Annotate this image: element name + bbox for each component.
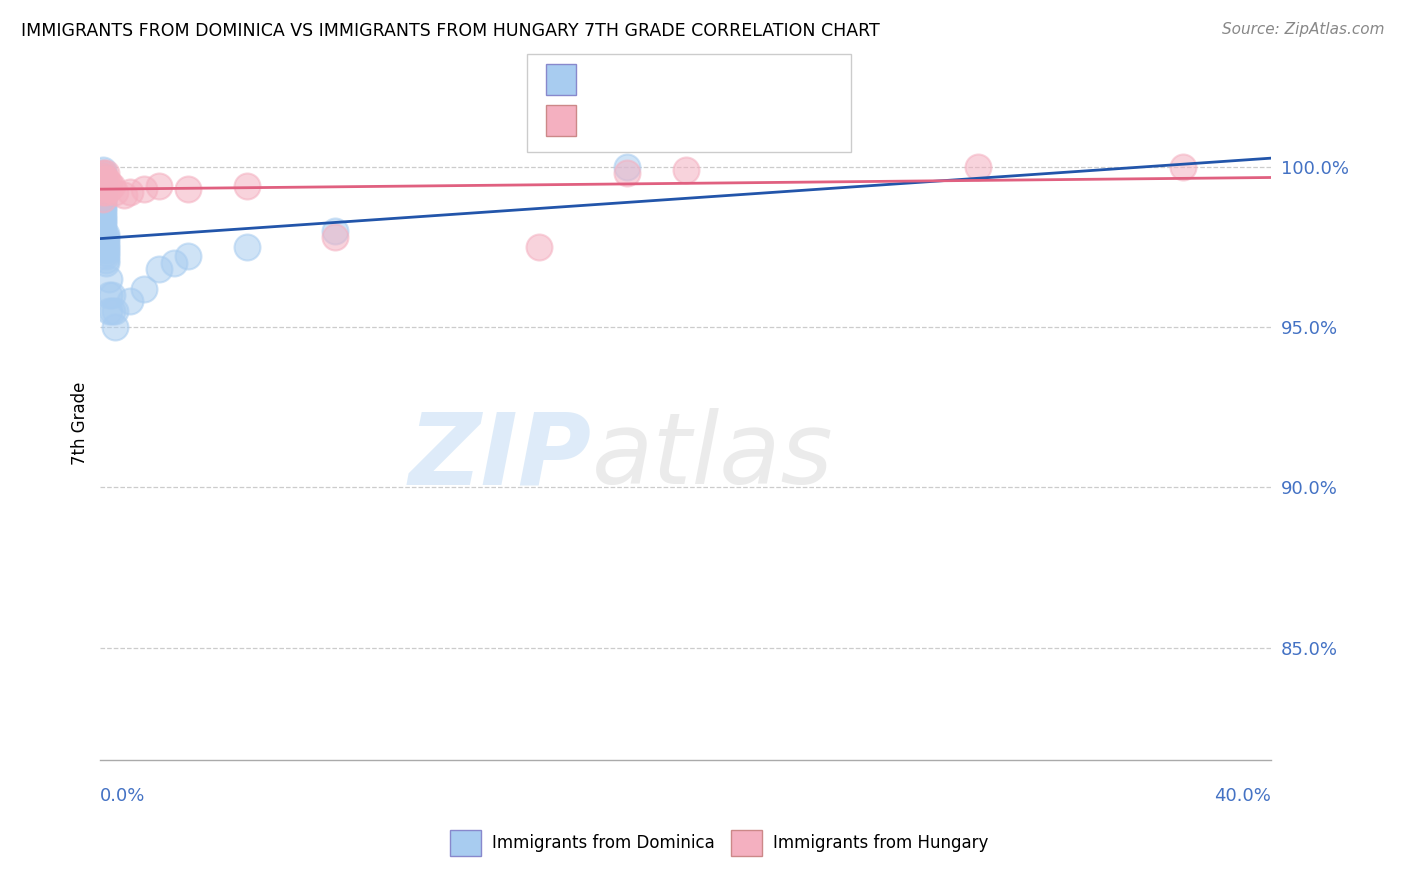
Point (134, 281, 156, 295)
Point (91, 211, 114, 225)
Point (98, 304, 121, 318)
Point (91, 176, 114, 190)
Point (529, 240, 551, 254)
Point (98, 182, 121, 196)
Point (91, 166, 114, 180)
Point (616, 166, 638, 180)
Point (96, 256, 118, 270)
Point (235, 178, 257, 193)
Point (177, 182, 200, 196)
Point (91, 217, 114, 231)
Point (91, 176, 114, 190)
Point (91, 169, 114, 184)
Point (323, 230, 346, 244)
Point (91, 208, 114, 222)
Point (91, 214, 114, 228)
Point (967, 160, 990, 174)
Point (101, 304, 124, 318)
Text: IMMIGRANTS FROM DOMINICA VS IMMIGRANTS FROM HUNGARY 7TH GRADE CORRELATION CHART: IMMIGRANTS FROM DOMINICA VS IMMIGRANTS F… (21, 22, 880, 40)
Point (177, 249, 200, 263)
Point (91, 188, 114, 202)
Point (96, 252, 118, 267)
Point (91, 220, 114, 235)
Point (91, 182, 114, 196)
Point (118, 294, 141, 309)
Point (1173, 160, 1195, 174)
Point (91, 162, 114, 177)
Point (118, 186, 141, 200)
Point (112, 188, 135, 202)
Text: R = 0.435   N = 45: R = 0.435 N = 45 (588, 70, 772, 89)
Point (675, 162, 697, 177)
Point (91, 224, 114, 238)
Text: Immigrants from Hungary: Immigrants from Hungary (773, 834, 988, 852)
Point (96, 186, 118, 200)
Text: 0.0%: 0.0% (100, 787, 146, 805)
Point (148, 262, 170, 277)
Point (91, 192, 114, 206)
Text: atlas: atlas (592, 409, 834, 506)
Text: R = 0.287   N = 28: R = 0.287 N = 28 (588, 112, 772, 130)
Point (323, 224, 346, 238)
Point (91, 192, 114, 206)
Text: Immigrants from Dominica: Immigrants from Dominica (492, 834, 714, 852)
Point (96, 166, 118, 180)
Point (96, 236, 118, 251)
Point (98, 176, 121, 190)
Point (91, 198, 114, 212)
Text: ZIP: ZIP (409, 409, 592, 506)
Point (91, 172, 114, 186)
Point (91, 186, 114, 200)
Point (91, 169, 114, 184)
Point (98, 288, 121, 302)
Point (96, 178, 118, 193)
Point (101, 288, 124, 302)
Point (91, 186, 114, 200)
Point (616, 160, 638, 174)
Point (91, 172, 114, 186)
Point (104, 186, 127, 200)
Point (91, 178, 114, 193)
Point (96, 227, 118, 241)
Point (91, 178, 114, 193)
Point (162, 256, 184, 270)
Text: 40.0%: 40.0% (1215, 787, 1271, 805)
Point (96, 240, 118, 254)
Point (96, 249, 118, 263)
Point (91, 194, 114, 209)
Point (96, 246, 118, 260)
Point (104, 304, 127, 318)
Point (96, 233, 118, 247)
Point (148, 178, 170, 193)
Point (235, 240, 257, 254)
Point (98, 272, 121, 286)
Text: Source: ZipAtlas.com: Source: ZipAtlas.com (1222, 22, 1385, 37)
Point (101, 178, 124, 193)
Point (91, 204, 114, 219)
Point (134, 182, 156, 196)
Point (96, 230, 118, 244)
Point (91, 182, 114, 196)
Point (96, 243, 118, 257)
Point (91, 166, 114, 180)
Point (91, 202, 114, 216)
Point (96, 172, 118, 186)
Y-axis label: 7th Grade: 7th Grade (72, 382, 89, 465)
Point (104, 320, 127, 334)
